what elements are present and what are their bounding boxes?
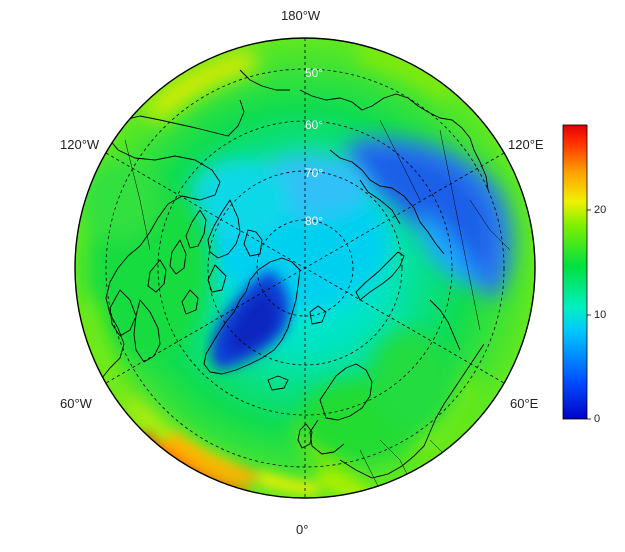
- colorbar: [562, 124, 591, 420]
- colorbar-tick-10: 10: [594, 309, 607, 321]
- lon-label-180w: 180°W: [281, 8, 321, 23]
- lon-label-0: 0°: [296, 522, 309, 537]
- lon-label-120w: 120°W: [60, 137, 100, 152]
- lon-label-120e: 120°E: [508, 137, 544, 152]
- lat-label-80: 80°: [305, 214, 323, 228]
- lon-label-60w: 60°W: [60, 396, 92, 411]
- map-boundary: [74, 37, 536, 499]
- lat-label-50: 50°: [305, 66, 323, 80]
- lon-label-60e: 60°E: [510, 396, 539, 411]
- lat-label-60: 60°: [305, 118, 323, 132]
- graticule: [105, 38, 505, 498]
- lat-label-70: 70°: [305, 166, 323, 180]
- colorbar-tick-20: 20: [594, 204, 607, 216]
- colorbar-tick-0: 0: [594, 413, 601, 425]
- colorbar-gradient: [562, 124, 588, 420]
- coastlines: [101, 69, 489, 479]
